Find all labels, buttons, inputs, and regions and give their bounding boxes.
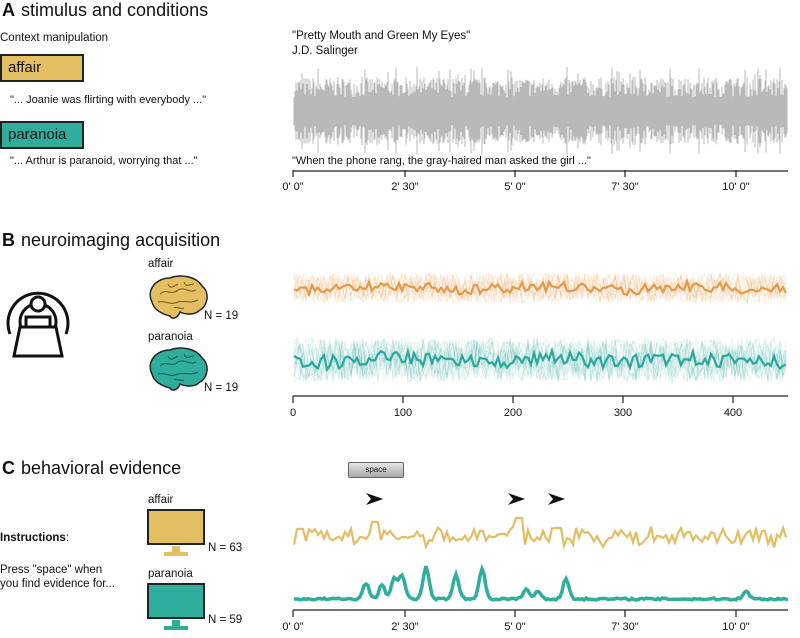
affair-subject-trace [293, 272, 787, 305]
instructions-bold: Instructions [0, 532, 66, 544]
time-axis-a-tick-label: 2' 30" [391, 181, 419, 193]
affair-subject-trace [293, 272, 787, 303]
time-axis-a-tick-label: 0' 0" [282, 181, 303, 193]
panel-c-letter: C [2, 458, 15, 478]
time-axis-c: 0' 0" 2' 30" 5' 0" 7' 30" 10' 0" [282, 609, 788, 633]
paranoia-subject-trace [293, 338, 787, 383]
time-axis-c-tick-label: 2' 30" [391, 621, 419, 633]
brain-affair-icon [149, 275, 208, 319]
brain-paranoia-label: paranoia [148, 331, 193, 343]
paranoia-quote: "... Arthur is paranoid, worrying that .… [10, 155, 198, 167]
brain-affair-label: affair [148, 258, 174, 270]
time-axis-c-tick-label: 7' 30" [611, 621, 639, 633]
panel-a-letter: A [2, 0, 15, 20]
brain-paranoia-n: N = 19 [204, 382, 239, 394]
paranoia-response-line [293, 563, 789, 603]
paranoia-subject-trace [293, 336, 787, 382]
monitor-affair-icon [147, 509, 205, 556]
time-axis-c-tick-label: 5' 0" [504, 621, 525, 633]
time-axis-a-tick-label: 10' 0" [722, 181, 750, 193]
brain-affair-n: N = 19 [204, 310, 239, 322]
audio-waveform [293, 67, 788, 155]
tr-axis-tick-label: 0 [290, 407, 296, 419]
monitor-paranoia-label: paranoia [148, 568, 193, 580]
evidence-arrow-icon [508, 493, 525, 505]
affair-subject-trace [293, 271, 787, 305]
time-axis-a-tick-label: 5' 0" [504, 181, 525, 193]
monitor-paranoia-icon [147, 583, 205, 630]
instructions-heading: Instructions: [0, 532, 69, 544]
tr-axis-tick-label: 300 [614, 407, 632, 419]
paranoia-subject-trace [293, 337, 787, 383]
story-quote: "When the phone rang, the gray-haired ma… [292, 155, 591, 167]
affair-subject-trace [293, 272, 787, 305]
story-title: "Pretty Mouth and Green My Eyes" [292, 30, 471, 42]
paranoia-subject-trace [293, 338, 787, 384]
affair-subject-trace [293, 272, 787, 305]
tr-axis-tick-label: 100 [394, 407, 412, 419]
affair-subject-trace [293, 272, 787, 305]
instructions-line2: you find evidence for... [0, 578, 116, 590]
panel-c-title-text: behavioral evidence [21, 458, 182, 478]
affair-subject-trace [293, 271, 787, 305]
affair-tag: affair [0, 54, 84, 82]
response-timecourse-plot [292, 493, 789, 603]
monitor-affair-n: N = 63 [208, 542, 243, 554]
time-axis-c-tick-label: 0' 0" [282, 621, 303, 633]
evidence-arrow-icon [548, 493, 565, 505]
paranoia-mean-trace [293, 346, 787, 373]
time-axis-a-tick-label: 7' 30" [611, 181, 639, 193]
brain-paranoia-icon [149, 347, 208, 391]
time-axis-c-tick-label: 10' 0" [722, 621, 750, 633]
tr-axis-tick-label: 400 [724, 407, 742, 419]
evidence-arrow-icon [366, 493, 383, 505]
story-author: J.D. Salinger [292, 45, 358, 57]
monitor-paranoia-n: N = 59 [208, 614, 243, 626]
affair-quote: "... Joanie was flirting with everybody … [10, 94, 207, 106]
instructions-line1: Press "space" when [0, 564, 103, 576]
panel-a-title-text: stimulus and conditions [21, 0, 209, 20]
paranoia-tag: paranoia [0, 121, 84, 149]
space-key-icon: space [348, 462, 404, 478]
instructions-colon: : [65, 532, 70, 544]
waveform-path [293, 67, 788, 155]
affair-subject-trace [293, 271, 787, 304]
affair-response-line [292, 516, 788, 550]
time-axis-a: 0' 0" 2' 30" 5' 0" 7' 30" 10' 0" [282, 170, 788, 193]
panel-b-letter: B [2, 230, 15, 250]
mri-scanner-icon [6, 291, 70, 358]
context-manipulation-label: Context manipulation [0, 32, 109, 44]
paranoia-subject-trace [293, 336, 787, 383]
tr-axis: 0 100 200 300 400 [290, 395, 788, 419]
affair-mean-trace [293, 277, 787, 298]
bold-timeseries-plot [293, 271, 787, 384]
tr-axis-tick-label: 200 [504, 407, 522, 419]
monitor-affair-label: affair [148, 494, 174, 506]
panel-b-title-text: neuroimaging acquisition [21, 230, 221, 250]
